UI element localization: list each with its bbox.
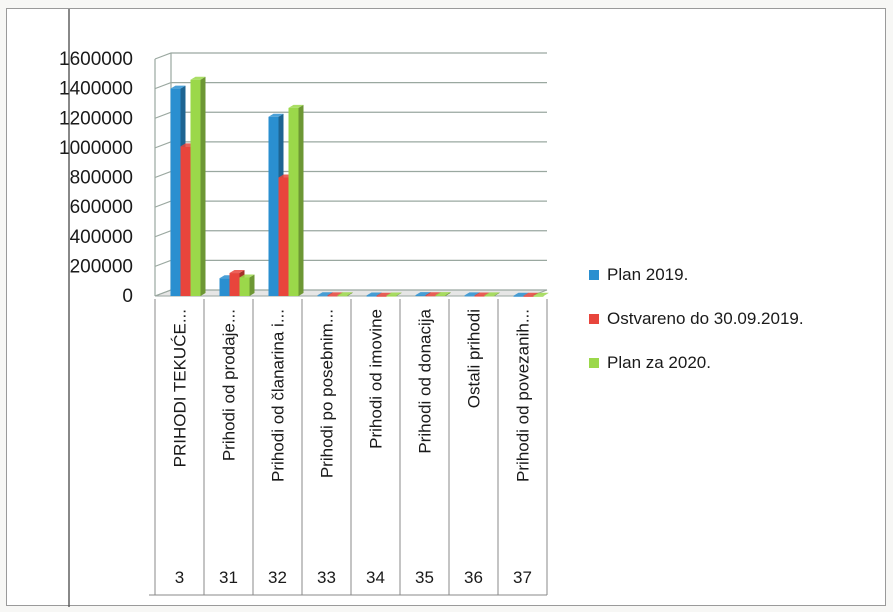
bar-front xyxy=(533,295,544,297)
bar-chart: 0 200000 400000 600000 800000 1000000 1200000 1… xyxy=(59,9,804,607)
category-code-label: 3 xyxy=(175,568,184,587)
bar-front xyxy=(464,295,475,297)
bar-front xyxy=(288,107,299,296)
bar-side xyxy=(396,292,402,296)
y-tick-label: 200000 xyxy=(70,256,133,277)
bar-top xyxy=(366,292,382,296)
bar-top xyxy=(229,270,245,274)
chart-frame: 0 200000 400000 600000 800000 1000000 1200000 1… xyxy=(6,8,886,607)
bar xyxy=(533,292,549,297)
bar-top xyxy=(435,292,451,296)
y-tick-label: 1000000 xyxy=(59,138,133,159)
category-label: PRIHODI TEKUĆE... xyxy=(171,309,190,467)
bars xyxy=(170,76,549,297)
bar-front xyxy=(170,88,181,296)
category-label: Prihodi od prodaje... xyxy=(220,309,239,461)
category-label: Prihodi po posebnim... xyxy=(318,309,337,478)
bar-top xyxy=(513,292,529,296)
bar-top xyxy=(288,104,304,108)
y-tick-label: 400000 xyxy=(70,227,133,248)
category-label: Prihodi od imovine xyxy=(367,309,386,449)
bar-front xyxy=(229,273,240,296)
bar xyxy=(435,292,451,297)
y-tick-label: 800000 xyxy=(70,168,133,189)
bar-top xyxy=(464,292,480,296)
bar xyxy=(288,104,304,296)
y-tick-label: 0 xyxy=(122,286,133,307)
legend-swatch xyxy=(589,358,599,368)
category-code-label: 35 xyxy=(415,568,434,587)
bar xyxy=(190,76,206,296)
legend-label: Ostvareno do 30.09.2019. xyxy=(607,309,804,328)
bar-side xyxy=(249,274,255,296)
bar-front xyxy=(376,295,387,297)
bar-front xyxy=(180,146,191,296)
y-tick-label: 600000 xyxy=(70,197,133,218)
bar-side xyxy=(298,104,304,296)
category-label: Prihodi od članarina i... xyxy=(269,309,288,482)
category-labels: PRIHODI TEKUĆE... 3 Prihodi od prodaje... 3… xyxy=(149,299,548,596)
bar-front xyxy=(278,177,289,296)
bar-top xyxy=(268,113,284,117)
bar-front xyxy=(190,79,201,296)
bar-front xyxy=(268,116,279,296)
y-tick-label: 1200000 xyxy=(59,108,133,129)
bar xyxy=(239,274,255,296)
bar-front xyxy=(523,295,534,297)
bar-side xyxy=(347,292,353,296)
bar-front xyxy=(474,295,485,297)
bar-top xyxy=(533,292,549,296)
bar-front xyxy=(337,295,348,297)
bar-side xyxy=(494,292,500,296)
bar-front xyxy=(239,277,250,296)
gridlines xyxy=(154,52,548,297)
legend-label: Plan za 2020. xyxy=(607,353,711,372)
category-code-label: 32 xyxy=(268,568,287,587)
bar-top xyxy=(190,76,206,80)
bar-front xyxy=(219,278,230,296)
y-tick-label: 1400000 xyxy=(59,79,133,100)
category-code-label: 36 xyxy=(464,568,483,587)
bar-top xyxy=(239,274,255,278)
y-tick-label: 1600000 xyxy=(59,49,133,70)
bar-front xyxy=(386,295,397,297)
category-code-label: 37 xyxy=(513,568,532,587)
legend: Plan 2019. Ostvareno do 30.09.2019. Plan z… xyxy=(589,265,804,372)
legend-swatch xyxy=(589,270,599,280)
category-label: Prihodi od donacija xyxy=(416,308,435,453)
category-code-label: 33 xyxy=(317,568,336,587)
category-label: Ostali prihodi xyxy=(465,309,484,408)
bar-top xyxy=(386,292,402,296)
y-axis-ticks: 0 200000 400000 600000 800000 1000000 1200000 1… xyxy=(59,49,133,307)
bar-front xyxy=(317,295,328,297)
bar xyxy=(484,292,500,297)
bar-top xyxy=(337,292,353,296)
category-code-label: 31 xyxy=(219,568,238,587)
legend-label: Plan 2019. xyxy=(607,265,688,284)
bar xyxy=(337,292,353,297)
bar-front xyxy=(484,295,495,297)
legend-swatch xyxy=(589,314,599,324)
bar-top xyxy=(484,292,500,296)
bar-top xyxy=(317,292,333,296)
bar-top xyxy=(415,292,431,296)
bar-front xyxy=(327,295,338,297)
bar-front xyxy=(513,295,524,297)
bar xyxy=(386,292,402,297)
bar-side xyxy=(543,292,549,296)
category-code-label: 34 xyxy=(366,568,385,587)
category-label: Prihodi od povezanih... xyxy=(514,309,533,482)
bar-side xyxy=(445,292,451,296)
bar-top xyxy=(170,85,186,89)
bar-side xyxy=(200,76,206,296)
bar-front xyxy=(435,295,446,297)
bar-front xyxy=(366,295,377,297)
bar-front xyxy=(415,295,426,297)
bar-front xyxy=(425,295,436,297)
